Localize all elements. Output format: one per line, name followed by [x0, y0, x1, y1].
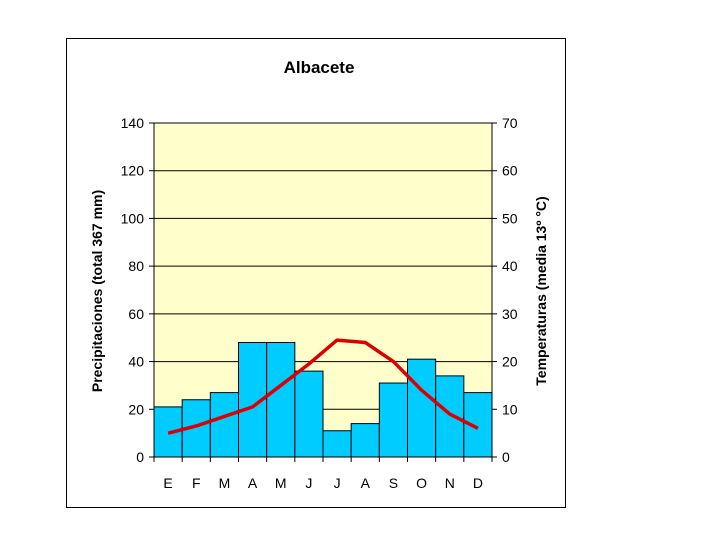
x-tick-label: D — [473, 475, 483, 491]
x-tick-label: J — [334, 475, 341, 491]
x-tick-label: N — [445, 475, 455, 491]
x-tick-label: A — [248, 475, 258, 491]
y-right-tick-label: 60 — [502, 163, 518, 179]
x-tick-label: F — [192, 475, 201, 491]
temperature-line — [167, 338, 479, 435]
x-tick-label: A — [361, 475, 371, 491]
climate-chart: Albacete 0 20 40 60 80 100 120 140 0 10 20 30 40 50 60… — [89, 58, 549, 491]
bar — [378, 382, 409, 458]
bar — [407, 358, 437, 458]
y-axis-right-label: Temperaturas (media 13º °C) — [533, 196, 549, 385]
y-right-tick-label: 20 — [502, 354, 518, 370]
bar — [209, 392, 239, 458]
bar — [435, 375, 465, 458]
y-right-tick-label: 50 — [502, 210, 518, 226]
y-left-tick-label: 40 — [128, 354, 144, 370]
x-tick-label: S — [389, 475, 398, 491]
y-left-tick-label: 80 — [128, 258, 144, 274]
y-right-tick-label: 10 — [502, 401, 518, 417]
y-right-tick-label: 30 — [502, 306, 518, 322]
chart-frame: Albacete 0 20 40 60 80 100 120 140 0 10 20 30 40 50 60… — [66, 38, 566, 508]
y-right-tick-label: 70 — [502, 115, 518, 131]
y-left-tick-label: 0 — [136, 449, 144, 465]
bar — [266, 341, 296, 458]
y-right-tick-label: 40 — [502, 258, 518, 274]
x-tick-label: M — [275, 475, 287, 491]
plot-area: 0 20 40 60 80 100 120 140 0 10 20 30 40 50 60 70 E F M A M J J… — [121, 115, 518, 491]
x-tick-label: O — [416, 475, 427, 491]
y-left-tick-label: 20 — [128, 401, 144, 417]
x-tick-label: J — [305, 475, 312, 491]
x-tick-label: M — [219, 475, 231, 491]
y-axis-left-label: Precipitaciones (total 367 mm) — [89, 190, 105, 392]
x-tick-label: E — [163, 475, 172, 491]
chart-title: Albacete — [284, 58, 355, 77]
bar — [322, 430, 352, 458]
y-left-tick-label: 120 — [121, 163, 145, 179]
y-left-tick-label: 60 — [128, 306, 144, 322]
y-left-tick-label: 100 — [121, 210, 145, 226]
bar — [350, 423, 380, 458]
y-left-tick-label: 140 — [121, 115, 145, 131]
bar — [294, 370, 324, 458]
y-right-tick-label: 0 — [502, 449, 510, 465]
